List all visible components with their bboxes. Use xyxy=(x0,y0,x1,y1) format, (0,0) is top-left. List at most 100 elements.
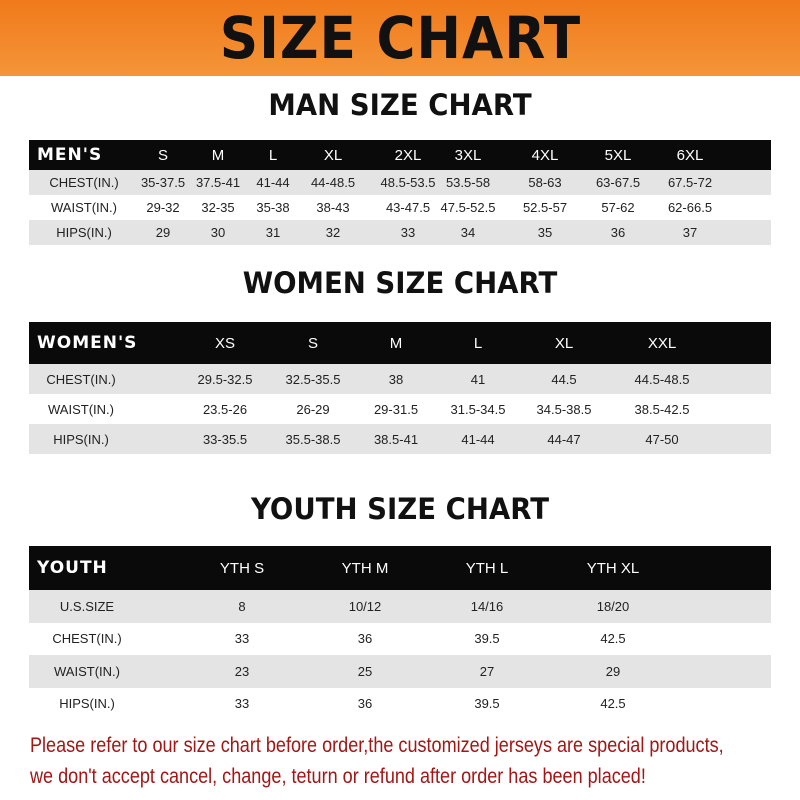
table-cell: 25 xyxy=(357,663,373,679)
table-cell: 33-35.5 xyxy=(202,431,248,447)
table-cell: 44-47 xyxy=(547,431,581,447)
table-cell: 26-29 xyxy=(296,401,330,417)
table-cell: 29-31.5 xyxy=(373,401,419,417)
table-row: CHEST(IN.) 33 36 39.5 42.5 xyxy=(29,622,771,655)
table-cell: 38-43 xyxy=(316,200,350,215)
table-row: HIPS(IN.) 33-35.5 35.5-38.5 38.5-41 41-44 44-… xyxy=(29,424,771,454)
table-cell: 67.5-72 xyxy=(667,175,713,190)
table-cell: 29 xyxy=(155,225,171,240)
men-size-table: MEN'S S M L XL 2XL 3XL 4XL 5XL 6XL CHEST(IN.) 35-37… xyxy=(29,140,771,245)
table-cell: 8 xyxy=(238,598,246,614)
table-cell: 39.5 xyxy=(474,631,500,647)
row-label: CHEST(IN.) xyxy=(46,371,116,387)
header-row: WOMEN'S XS S M L XL XXL xyxy=(29,322,771,364)
table-cell: 38.5-42.5 xyxy=(634,401,690,417)
table-label: WOMEN'S xyxy=(37,333,138,353)
table-row: WAIST(IN.) 23 25 27 29 xyxy=(29,655,771,688)
table-cell: 32-35 xyxy=(201,200,235,215)
size-header: XL xyxy=(554,334,574,352)
table-cell: 47-50 xyxy=(645,431,679,447)
table-cell: 44-48.5 xyxy=(310,175,356,190)
size-header: 5XL xyxy=(604,146,632,164)
table-cell: 35-38 xyxy=(256,200,290,215)
table-cell: 36 xyxy=(610,225,626,240)
size-header: L xyxy=(473,334,483,352)
table-cell: 47.5-52.5 xyxy=(440,200,496,215)
table-cell: 41-44 xyxy=(256,175,290,190)
table-cell: 18/20 xyxy=(596,598,630,614)
table-cell: 33 xyxy=(234,631,250,647)
table-cell: 44.5 xyxy=(551,371,577,387)
size-header: 3XL xyxy=(454,146,482,164)
table-cell: 63-67.5 xyxy=(595,175,641,190)
row-label: WAIST(IN.) xyxy=(51,200,117,215)
table-cell: 14/16 xyxy=(470,598,504,614)
banner-title: SIZE CHART xyxy=(219,4,581,72)
table-cell: 23 xyxy=(234,663,250,679)
table-cell: 39.5 xyxy=(474,696,500,712)
table-cell: 38.5-41 xyxy=(373,431,419,447)
table-cell: 27 xyxy=(479,663,495,679)
size-header: 4XL xyxy=(531,146,559,164)
row-label: U.S.SIZE xyxy=(59,598,115,614)
row-label: HIPS(IN.) xyxy=(53,431,109,447)
size-header: S xyxy=(307,334,319,352)
table-label: YOUTH xyxy=(37,558,108,578)
table-cell: 36 xyxy=(357,696,373,712)
table-label: MEN'S xyxy=(37,145,103,165)
table-row: HIPS(IN.) 33 36 39.5 42.5 xyxy=(29,687,771,720)
table-cell: 31 xyxy=(265,225,281,240)
table-cell: 30 xyxy=(210,225,226,240)
table-cell: 32.5-35.5 xyxy=(285,371,341,387)
table-cell: 10/12 xyxy=(348,598,382,614)
table-cell: 32 xyxy=(325,225,341,240)
table-cell: 35-37.5 xyxy=(140,175,186,190)
table-cell: 53.5-58 xyxy=(445,175,491,190)
men-title: MAN SIZE CHART xyxy=(268,88,532,122)
table-cell: 29.5-32.5 xyxy=(197,371,253,387)
table-row: CHEST(IN.) 35-37.5 37.5-41 41-44 44-48.5 48.5… xyxy=(29,170,771,195)
youth-size-table: YOUTH YTH S YTH M YTH L YTH XL U.S.SIZE 8 10/12… xyxy=(29,546,771,720)
table-cell: 35.5-38.5 xyxy=(285,431,341,447)
size-header: YTH M xyxy=(341,559,389,577)
row-label: WAIST(IN.) xyxy=(48,401,114,417)
size-header: 2XL xyxy=(394,146,422,164)
size-header: S xyxy=(157,146,169,164)
table-cell: 34.5-38.5 xyxy=(536,401,592,417)
table-row: WAIST(IN.) 23.5-26 26-29 29-31.5 31.5-34.5 34… xyxy=(29,394,771,424)
table-cell: 42.5 xyxy=(600,631,626,647)
table-row: U.S.SIZE 8 10/12 14/16 18/20 xyxy=(29,590,771,623)
row-label: HIPS(IN.) xyxy=(59,696,115,712)
table-cell: 43-47.5 xyxy=(385,200,431,215)
table-cell: 37.5-41 xyxy=(195,175,241,190)
size-header: 6XL xyxy=(676,146,704,164)
table-cell: 35 xyxy=(537,225,553,240)
youth-title: YOUTH SIZE CHART xyxy=(250,492,550,526)
table-cell: 42.5 xyxy=(600,696,626,712)
size-header: XXL xyxy=(647,334,677,352)
table-cell: 33 xyxy=(234,696,250,712)
size-header: XL xyxy=(323,146,343,164)
header-row: MEN'S S M L XL 2XL 3XL 4XL 5XL 6XL xyxy=(29,140,771,170)
women-size-table: WOMEN'S XS S M L XL XXL CHEST(IN.) 29.5-32.5 32.5… xyxy=(29,322,771,454)
table-cell: 52.5-57 xyxy=(522,200,568,215)
table-row: CHEST(IN.) 29.5-32.5 32.5-35.5 38 41 44.5 44.5… xyxy=(29,364,771,394)
size-header: M xyxy=(389,334,403,352)
table-row: WAIST(IN.) 29-32 32-35 35-38 38-43 43-47.5 47.… xyxy=(29,195,771,220)
row-label: CHEST(IN.) xyxy=(52,631,122,647)
row-label: WAIST(IN.) xyxy=(54,663,120,679)
table-cell: 57-62 xyxy=(601,200,635,215)
header-row: YOUTH YTH S YTH M YTH L YTH XL xyxy=(29,546,771,590)
table-cell: 29 xyxy=(605,663,621,679)
table-cell: 38 xyxy=(388,371,404,387)
row-label: HIPS(IN.) xyxy=(56,225,112,240)
table-cell: 31.5-34.5 xyxy=(450,401,506,417)
table-cell: 29-32 xyxy=(146,200,180,215)
notice-line-1: Please refer to our size chart before or… xyxy=(30,733,724,757)
table-cell: 41 xyxy=(470,371,486,387)
table-cell: 34 xyxy=(460,225,476,240)
size-header: YTH XL xyxy=(586,559,640,577)
table-cell: 58-63 xyxy=(528,175,562,190)
row-label: CHEST(IN.) xyxy=(49,175,119,190)
table-cell: 33 xyxy=(400,225,416,240)
